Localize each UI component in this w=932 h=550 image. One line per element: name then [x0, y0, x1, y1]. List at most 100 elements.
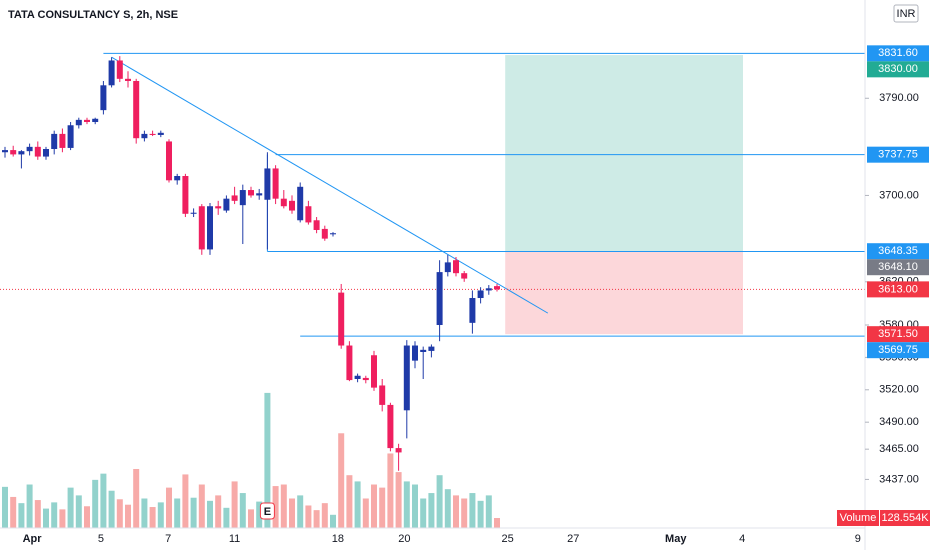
- volume-bar: [231, 481, 238, 528]
- x-tick-label: 5: [98, 533, 104, 545]
- volume-bar: [215, 495, 222, 528]
- volume-name-box: [837, 510, 879, 526]
- price-box: [867, 243, 929, 260]
- candle-body: [305, 206, 312, 223]
- candle-body: [387, 404, 394, 449]
- candle-body: [412, 345, 418, 361]
- volume-bar: [346, 475, 353, 528]
- x-tick-label: 9: [855, 533, 861, 545]
- volume-bar: [248, 509, 254, 528]
- volume-bar: [379, 487, 386, 528]
- price-box: [867, 45, 929, 62]
- price-box-label: 3569.75: [878, 344, 918, 356]
- volume-bar: [92, 479, 99, 528]
- price-box-label: 3830.00: [878, 63, 918, 75]
- volume-bar: [403, 481, 410, 528]
- volume-bar: [280, 484, 287, 528]
- volume-bar: [485, 495, 492, 528]
- candle-body: [494, 286, 500, 290]
- price-box-label: 3737.75: [878, 149, 918, 161]
- candle-body: [239, 190, 246, 206]
- y-tick-label: 3490.00: [879, 416, 919, 428]
- candle-body: [436, 272, 443, 326]
- candle-body: [395, 448, 402, 453]
- volume-bar: [297, 495, 304, 528]
- plot-area: [0, 52, 865, 528]
- volume-bar: [272, 486, 279, 528]
- candle-body: [26, 146, 33, 152]
- candle-body: [2, 150, 8, 153]
- volume-bar: [428, 493, 435, 528]
- volume-bar: [412, 484, 418, 528]
- candle-body: [149, 133, 156, 135]
- candle-body: [461, 273, 468, 279]
- candle-body: [18, 151, 25, 155]
- candle-body: [207, 206, 213, 250]
- volume-bar: [34, 500, 41, 528]
- candle-body: [338, 292, 345, 346]
- candle-body: [92, 118, 99, 123]
- candle-body: [125, 78, 131, 81]
- x-tick-label: 7: [165, 533, 171, 545]
- candle-body: [256, 193, 263, 196]
- volume-bar: [141, 498, 148, 528]
- chart-title: TATA CONSULTANCY S, 2h, NSE: [8, 9, 178, 21]
- candle-body: [420, 349, 427, 352]
- candle-body: [10, 150, 17, 155]
- volume-bar: [198, 484, 205, 528]
- volume-bar: [157, 502, 164, 528]
- candle-body: [231, 195, 238, 201]
- volume-bar: [338, 433, 345, 528]
- volume-bar: [461, 498, 468, 528]
- y-tick-label: 3520.00: [879, 384, 919, 396]
- volume-bar: [436, 475, 443, 528]
- earnings-label: E: [264, 506, 271, 518]
- candle-body: [141, 133, 148, 139]
- price-box-label: 3831.60: [878, 47, 918, 59]
- candle-body: [297, 186, 304, 221]
- candle-body: [84, 119, 90, 123]
- candle-body: [313, 220, 320, 230]
- volume-bar: [387, 453, 394, 528]
- candle-body: [403, 345, 410, 411]
- candle-body: [51, 133, 58, 150]
- x-tick-label: 27: [567, 533, 579, 545]
- candle-body: [215, 206, 222, 209]
- volume-bar: [67, 487, 74, 528]
- currency: INR: [897, 8, 916, 20]
- candle-body: [75, 119, 82, 126]
- trendline: [111, 56, 549, 314]
- earnings-marker[interactable]: [259, 502, 275, 520]
- volume-bar: [116, 499, 123, 528]
- currency-box[interactable]: [893, 4, 919, 23]
- x-tick-label: Apr: [23, 533, 43, 545]
- volume-bar: [444, 489, 451, 528]
- volume-bar: [223, 507, 230, 528]
- candle-body: [100, 85, 107, 111]
- volume-bar: [190, 497, 197, 528]
- candle-body: [34, 146, 41, 157]
- candle-body: [469, 298, 476, 323]
- candle-body: [182, 176, 189, 214]
- volume-bar: [84, 506, 90, 528]
- candle-body: [362, 377, 369, 381]
- volume-bar: [18, 503, 25, 528]
- candle-body: [379, 385, 386, 405]
- volume-bar: [289, 498, 295, 528]
- target-zone: [505, 55, 743, 252]
- candle-body: [264, 168, 271, 200]
- volume-bar: [477, 500, 484, 528]
- candle-body: [59, 133, 66, 148]
- volume-bar: [362, 498, 369, 528]
- y-tick-label: 3700.00: [879, 189, 919, 201]
- volume-bar: [207, 500, 213, 528]
- volume-bar: [239, 493, 246, 528]
- volume-bar: [149, 507, 156, 528]
- price-box: [867, 259, 929, 276]
- x-tick-label: May: [665, 533, 687, 545]
- volume-bar: [59, 509, 66, 528]
- price-box: [867, 342, 929, 359]
- candle-body: [157, 132, 164, 135]
